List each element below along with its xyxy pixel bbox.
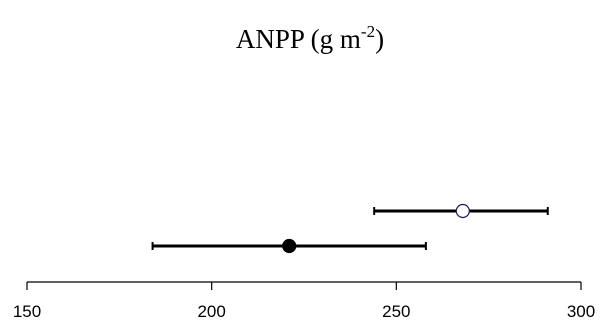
x-tick-label-200: 200 bbox=[197, 302, 225, 321]
series-point-1 bbox=[373, 203, 549, 219]
chart-title: ANPP (g m-2) bbox=[236, 22, 384, 54]
series-layer bbox=[151, 203, 549, 254]
x-tick-label-300: 300 bbox=[567, 302, 595, 321]
chart-title-main: ANPP (g m bbox=[236, 24, 361, 54]
x-axis: 150 200 250 300 bbox=[13, 281, 595, 321]
filled-circle-marker-2 bbox=[282, 238, 297, 254]
chart-title-superscript: -2 bbox=[361, 22, 375, 41]
chart-title-closing: ) bbox=[375, 24, 384, 54]
series-point-2 bbox=[151, 238, 427, 254]
open-circle-marker-1 bbox=[455, 203, 470, 219]
x-tick-label-250: 250 bbox=[382, 302, 410, 321]
x-tick-label-150: 150 bbox=[13, 302, 41, 321]
